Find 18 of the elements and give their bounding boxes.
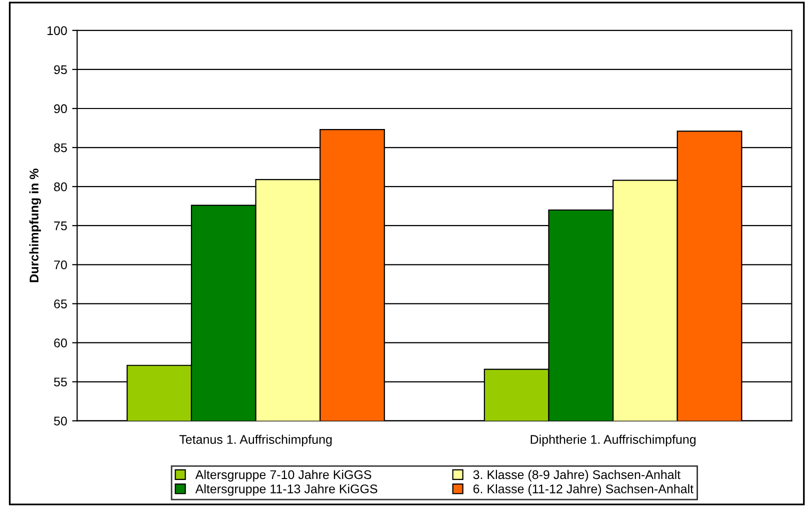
x-tick-label: Diphtherie 1. Auffrischimpfung [530,434,696,446]
y-tick-label: 70 [54,260,67,270]
y-tick-label: 60 [54,338,67,348]
y-tick-label: 100 [48,26,67,36]
y-axis-title: Durchimpfung in % [29,168,42,282]
legend-label: Altersgruppe 11-13 Jahre KiGGS [195,484,378,496]
y-tick-label: 65 [54,299,67,308]
legend-label: 6. Klasse (11-12 Jahre) Sachsen-Anhalt [473,484,694,496]
legend-label: Altersgruppe 7-10 Jahre KiGGS [195,470,372,482]
y-tick-label: 50 [54,416,67,426]
y-tick-label: 95 [54,65,67,74]
y-tick-label: 85 [54,143,67,152]
y-tick-label: 90 [54,104,67,114]
legend-label: 3. Klasse (8-9 Jahre) Sachsen-Anhalt [473,470,680,482]
y-tick-label: 75 [54,222,67,230]
y-tick-label: 80 [54,182,67,192]
x-tick-label: Tetanus 1. Auffrischimpfung [179,434,332,446]
y-tick-label: 55 [54,378,67,386]
